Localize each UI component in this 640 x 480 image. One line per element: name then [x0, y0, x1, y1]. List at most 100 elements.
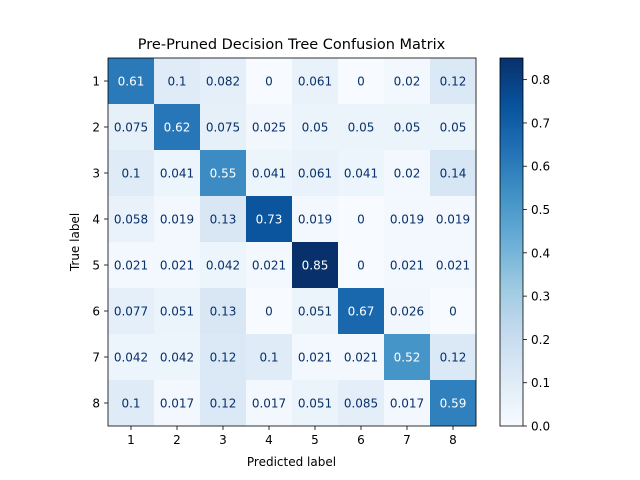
y-tick-label: 1 — [92, 75, 100, 89]
plot-frame — [107, 57, 477, 427]
cell-value-label: 0.021 — [252, 259, 286, 273]
x-axis-ticks: 1 2 3 4 5 6 7 8 — [127, 426, 457, 447]
heatmap-cell — [108, 150, 155, 197]
cell-value-label: 0.85 — [302, 259, 329, 273]
heatmap-cell — [246, 58, 293, 105]
colorbar-tick-label: 0.3 — [531, 290, 550, 304]
cell-value-label: 0 — [449, 305, 457, 319]
cell-value-label: 0.05 — [394, 121, 421, 135]
heatmap-cell — [292, 380, 339, 427]
cell-value-label: 0.077 — [114, 305, 148, 319]
heatmap-cell — [292, 288, 339, 335]
cell-value-label: 0.075 — [206, 121, 240, 135]
colorbar-tick-label: 0.2 — [531, 333, 550, 347]
cell-value-label: 0 — [357, 213, 365, 227]
cell-value-label: 0.13 — [210, 213, 237, 227]
cell-value-label: 0.1 — [167, 75, 186, 89]
heatmap-cell — [430, 150, 477, 197]
cell-value-label: 0.051 — [298, 305, 332, 319]
heatmap-cell — [108, 334, 155, 381]
y-tick-label: 3 — [92, 167, 100, 181]
heatmap-cell — [108, 288, 155, 335]
heatmap-cell — [154, 104, 201, 151]
cell-value-label: 0.075 — [114, 121, 148, 135]
heatmap-cell — [154, 288, 201, 335]
cell-value-label: 0 — [357, 75, 365, 89]
heatmap-cell — [292, 58, 339, 105]
cell-value-label: 0.051 — [160, 305, 194, 319]
colorbar-tick-label: 0.6 — [531, 160, 550, 174]
cell-value-label: 0.62 — [164, 121, 191, 135]
cell-value-label: 0.12 — [440, 351, 467, 365]
x-tick-label: 5 — [311, 433, 319, 447]
heatmap-cell — [200, 334, 247, 381]
cell-value-label: 0.021 — [160, 259, 194, 273]
cell-value-label: 0.1 — [121, 397, 140, 411]
heatmap-cell — [154, 242, 201, 289]
heatmap-cells — [108, 58, 477, 427]
heatmap-cell — [154, 58, 201, 105]
cell-value-label: 0.67 — [348, 305, 375, 319]
heatmap-cell — [108, 242, 155, 289]
chart-title: Pre-Pruned Decision Tree Confusion Matri… — [138, 37, 446, 53]
cell-value-label: 0.021 — [114, 259, 148, 273]
cell-value-label: 0.041 — [252, 167, 286, 181]
cell-value-label: 0.05 — [440, 121, 467, 135]
cell-value-label: 0.041 — [344, 167, 378, 181]
heatmap-cell — [338, 242, 385, 289]
y-tick-label: 6 — [92, 305, 100, 319]
heatmap-cell — [292, 242, 339, 289]
heatmap-cell — [430, 104, 477, 151]
heatmap-cell — [154, 380, 201, 427]
heatmap-cell — [430, 380, 477, 427]
heatmap-cell — [154, 150, 201, 197]
colorbar — [499, 57, 524, 427]
heatmap-cell — [292, 334, 339, 381]
y-tick-label: 4 — [92, 213, 100, 227]
heatmap-cell — [338, 150, 385, 197]
cell-value-label: 0.041 — [160, 167, 194, 181]
cell-value-label: 0.1 — [259, 351, 278, 365]
heatmap-cell — [430, 242, 477, 289]
heatmap-cell — [154, 196, 201, 243]
heatmap-cell — [292, 196, 339, 243]
heatmap-cell — [338, 288, 385, 335]
cell-value-label: 0.021 — [344, 351, 378, 365]
heatmap-cell — [338, 104, 385, 151]
heatmap-cell — [200, 242, 247, 289]
cell-value-label: 0.021 — [436, 259, 470, 273]
cell-value-label: 0.085 — [344, 397, 378, 411]
cell-value-label: 0.017 — [390, 397, 424, 411]
colorbar-tick-label: 0.4 — [531, 246, 550, 260]
cell-value-label: 0.025 — [252, 121, 286, 135]
colorbar-ticks: 0.0 0.1 0.2 0.3 0.4 0.5 0.6 0.7 0.8 — [523, 73, 550, 434]
heatmap-cell — [246, 242, 293, 289]
heatmap-cell — [246, 150, 293, 197]
colorbar-tick-label: 0.7 — [531, 116, 550, 130]
cell-value-label: 0.019 — [298, 213, 332, 227]
heatmap-cell — [384, 196, 431, 243]
cell-value-label: 0.02 — [394, 75, 421, 89]
heatmap-cell — [338, 58, 385, 105]
cell-value-label: 0.61 — [118, 75, 145, 89]
heatmap-cell — [338, 196, 385, 243]
cell-value-label: 0.019 — [390, 213, 424, 227]
heatmap-cell — [292, 104, 339, 151]
x-tick-label: 6 — [357, 433, 365, 447]
heatmap-cell — [430, 288, 477, 335]
heatmap-cell — [200, 150, 247, 197]
cell-value-label: 0.14 — [440, 167, 467, 181]
x-tick-label: 7 — [403, 433, 411, 447]
cell-value-label: 0.017 — [252, 397, 286, 411]
heatmap-cell — [384, 242, 431, 289]
cell-value-label: 0.52 — [394, 351, 421, 365]
heatmap-cell — [108, 104, 155, 151]
cell-value-label: 0.061 — [298, 167, 332, 181]
heatmap-cell — [108, 380, 155, 427]
x-tick-label: 8 — [449, 433, 457, 447]
y-tick-label: 5 — [92, 259, 100, 273]
heatmap-cell — [384, 380, 431, 427]
cell-value-label: 0.12 — [440, 75, 467, 89]
colorbar-tick-label: 0.0 — [531, 420, 550, 434]
